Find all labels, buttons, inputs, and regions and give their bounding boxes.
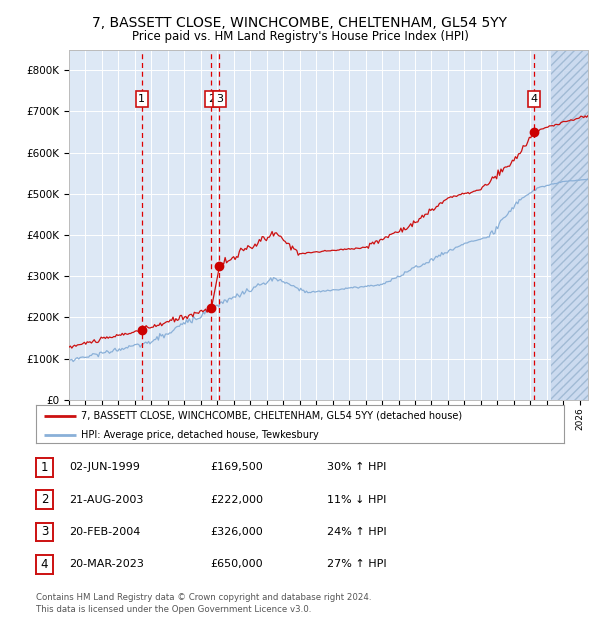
Text: 3: 3 <box>216 94 223 104</box>
Text: 7, BASSETT CLOSE, WINCHCOMBE, CHELTENHAM, GL54 5YY: 7, BASSETT CLOSE, WINCHCOMBE, CHELTENHAM… <box>92 16 508 30</box>
Text: HPI: Average price, detached house, Tewkesbury: HPI: Average price, detached house, Tewk… <box>81 430 319 440</box>
Text: 27% ↑ HPI: 27% ↑ HPI <box>327 559 386 569</box>
Text: 21-AUG-2003: 21-AUG-2003 <box>69 495 143 505</box>
Text: 7, BASSETT CLOSE, WINCHCOMBE, CHELTENHAM, GL54 5YY (detached house): 7, BASSETT CLOSE, WINCHCOMBE, CHELTENHAM… <box>81 410 462 420</box>
Text: 2: 2 <box>208 94 215 104</box>
Text: £650,000: £650,000 <box>210 559 263 569</box>
Text: Contains HM Land Registry data © Crown copyright and database right 2024.
This d: Contains HM Land Registry data © Crown c… <box>36 593 371 614</box>
Text: 2: 2 <box>41 494 48 506</box>
Text: £169,500: £169,500 <box>210 463 263 472</box>
Text: 11% ↓ HPI: 11% ↓ HPI <box>327 495 386 505</box>
Text: £326,000: £326,000 <box>210 527 263 537</box>
Text: 02-JUN-1999: 02-JUN-1999 <box>69 463 140 472</box>
Text: 4: 4 <box>41 558 48 570</box>
Text: 1: 1 <box>139 94 145 104</box>
Text: 20-FEB-2004: 20-FEB-2004 <box>69 527 140 537</box>
Text: £222,000: £222,000 <box>210 495 263 505</box>
Text: Price paid vs. HM Land Registry's House Price Index (HPI): Price paid vs. HM Land Registry's House … <box>131 30 469 43</box>
Text: 20-MAR-2023: 20-MAR-2023 <box>69 559 144 569</box>
Text: 1: 1 <box>41 461 48 474</box>
Text: 3: 3 <box>41 526 48 538</box>
Text: 4: 4 <box>530 94 538 104</box>
Text: 30% ↑ HPI: 30% ↑ HPI <box>327 463 386 472</box>
Text: 24% ↑ HPI: 24% ↑ HPI <box>327 527 386 537</box>
